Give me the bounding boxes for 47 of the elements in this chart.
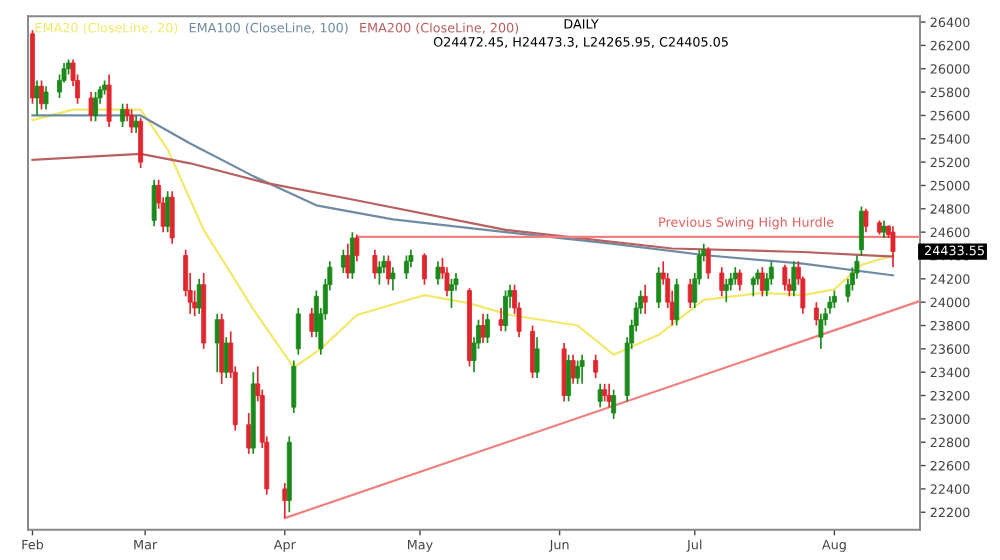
candlestick (737, 268, 743, 292)
candlestick (376, 260, 382, 286)
candlestick (246, 412, 252, 455)
candlestick (282, 482, 288, 519)
candlestick (782, 263, 788, 292)
candlestick (611, 388, 617, 420)
candlestick (579, 353, 585, 385)
candlestick (485, 313, 490, 344)
candlestick (372, 248, 378, 280)
candlestick (309, 307, 315, 339)
candlestick (295, 307, 301, 356)
candlestick (390, 266, 396, 292)
candlestick (593, 353, 599, 379)
candlestick (750, 275, 756, 298)
candlestick (719, 266, 725, 298)
candlestick (349, 231, 355, 280)
candlestick (863, 207, 869, 233)
candlestick (449, 278, 454, 309)
candlestick (345, 242, 351, 280)
candlestick (597, 383, 603, 409)
candlestick (575, 359, 581, 385)
candlestick (498, 307, 504, 333)
candlestick (534, 336, 540, 379)
candlestick (151, 178, 157, 228)
candlestick (858, 205, 864, 257)
candlestick (530, 324, 536, 379)
candlestick (444, 266, 450, 298)
candlestick (291, 359, 297, 414)
candlestick (570, 353, 576, 385)
candlestick (403, 254, 409, 280)
candlestick (642, 283, 648, 315)
candlestick (705, 246, 711, 280)
candlestick (354, 233, 360, 263)
candlestick (422, 252, 427, 286)
candlestick (561, 342, 567, 403)
candlestick (723, 278, 729, 304)
candlestick (435, 260, 441, 286)
candlestick (480, 313, 486, 344)
candlestick (813, 301, 819, 327)
candlestick (791, 260, 797, 298)
candlestick (169, 190, 175, 245)
candlestick (890, 225, 896, 268)
candlestick (606, 383, 612, 409)
candlestick (656, 266, 662, 309)
candlestick (818, 313, 824, 350)
candlestick (503, 289, 508, 333)
candlestick (674, 278, 680, 327)
